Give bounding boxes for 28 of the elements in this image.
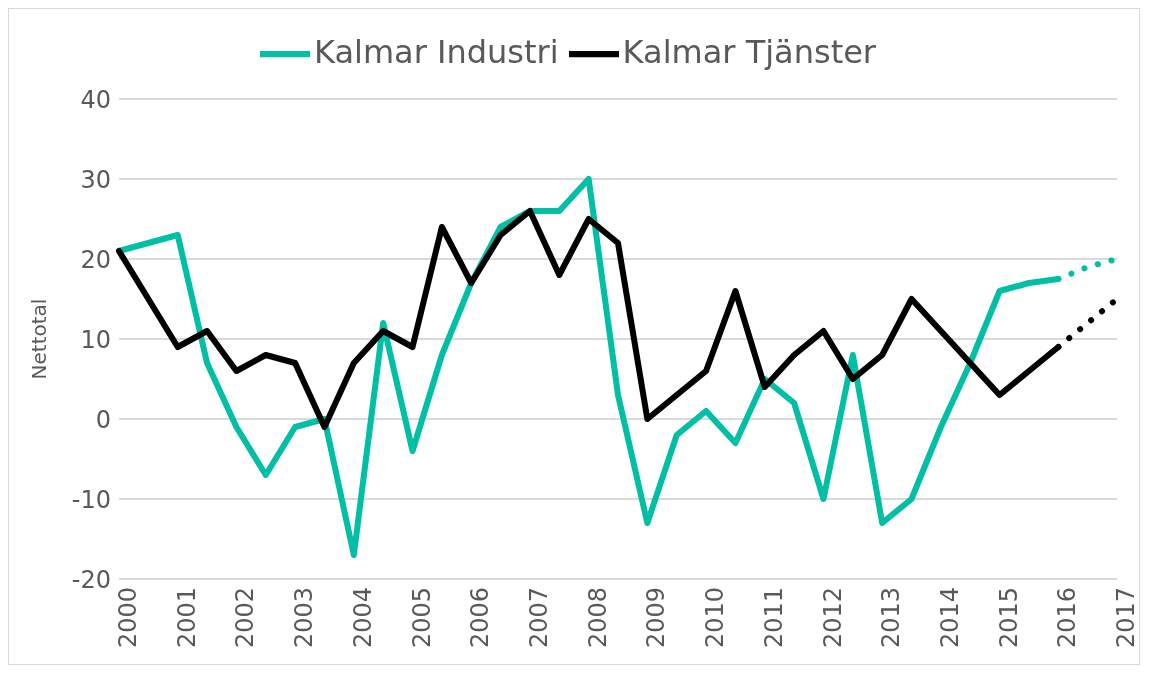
x-tick-label: 2013 xyxy=(877,587,906,649)
x-tick-label: 2006 xyxy=(466,587,495,649)
x-tick-label: 2002 xyxy=(231,587,260,649)
y-tick-label: -10 xyxy=(71,485,111,514)
x-tick-label: 2010 xyxy=(701,587,730,649)
x-tick-label: 2003 xyxy=(290,587,319,649)
x-tick-label: 2001 xyxy=(172,587,201,649)
y-tick-label: 10 xyxy=(80,325,111,354)
y-tick-label: 40 xyxy=(80,85,111,114)
x-tick-label: 2005 xyxy=(407,587,436,649)
y-tick-label: 30 xyxy=(80,165,111,194)
legend-label: Kalmar Industri xyxy=(313,33,559,71)
x-tick-label: 2016 xyxy=(1053,587,1082,649)
x-tick-label: 2007 xyxy=(524,587,553,649)
y-tick-label: 20 xyxy=(80,245,111,274)
x-tick-label: 2012 xyxy=(818,587,847,649)
y-tick-label: -20 xyxy=(71,565,111,594)
x-tick-label: 2009 xyxy=(642,587,671,649)
y-axis-title: Nettotal xyxy=(27,298,52,380)
x-tick-label: 2004 xyxy=(348,587,377,649)
legend-label: Kalmar Tjänster xyxy=(622,33,877,71)
x-tick-label: 2014 xyxy=(935,587,964,649)
x-tick-label: 2000 xyxy=(114,587,143,649)
x-tick-label: 2017 xyxy=(1112,587,1141,649)
x-tick-label: 2011 xyxy=(759,587,788,649)
x-tick-label: 2008 xyxy=(583,587,612,649)
x-tick-label: 2015 xyxy=(994,587,1023,649)
y-tick-label: 0 xyxy=(95,405,111,434)
